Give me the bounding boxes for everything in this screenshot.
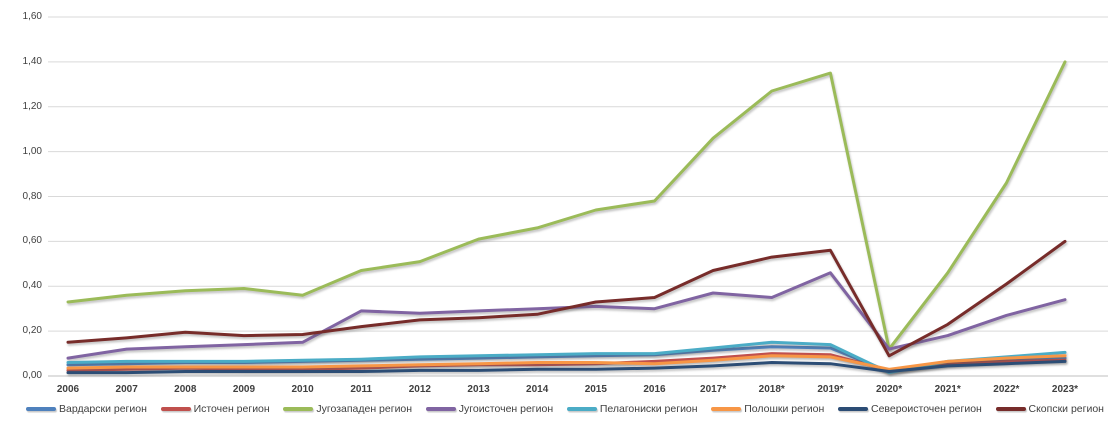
x-tick-label: 2012 bbox=[408, 384, 431, 395]
x-tick-label: 2007 bbox=[115, 384, 138, 395]
x-tick-label: 2020* bbox=[875, 384, 903, 395]
y-tick-label: 1,40 bbox=[22, 55, 42, 67]
y-tick-label: 0,40 bbox=[22, 280, 42, 292]
legend-label: Југоисточен регион bbox=[458, 403, 554, 415]
y-tick-label: 0,60 bbox=[22, 235, 42, 247]
x-tick-label: 2011 bbox=[350, 384, 373, 395]
legend-item: Скопски регион bbox=[995, 403, 1104, 415]
legend-item: Источен регион bbox=[160, 403, 270, 415]
legend-item: Југоисточен регион bbox=[425, 403, 554, 415]
legend-line-marker bbox=[26, 407, 56, 411]
legend-label: Североисточен регион bbox=[870, 403, 982, 415]
y-tick-label: 1,00 bbox=[22, 145, 42, 157]
y-tick-label: 0,80 bbox=[22, 190, 42, 202]
x-tick-label: 2015 bbox=[584, 384, 607, 395]
legend-item: Североисточен регион bbox=[837, 403, 982, 415]
y-tick-label: 1,60 bbox=[22, 11, 42, 22]
x-tick-label: 2017* bbox=[700, 384, 727, 395]
y-tick-label: 0,20 bbox=[22, 325, 42, 337]
legend-label: Пелагониски регион bbox=[599, 403, 698, 415]
legend: Вардарски регион Источен регион Југозападе… bbox=[26, 403, 1104, 415]
x-tick-label: 2006 bbox=[56, 384, 80, 395]
x-tick-label: 2022* bbox=[993, 384, 1020, 395]
x-tick-label: 2023* bbox=[1051, 384, 1079, 395]
legend-line-marker bbox=[283, 407, 314, 411]
x-tick-label: 2019* bbox=[817, 384, 844, 395]
x-tick-label: 2016 bbox=[643, 384, 666, 395]
legend-item: Пелагониски регион bbox=[566, 403, 698, 415]
series-line-североисточен-регион bbox=[66, 359, 1067, 375]
legend-line-marker bbox=[425, 407, 456, 411]
x-tick-label: 2009 bbox=[232, 384, 256, 395]
legend-label: Полошки регион bbox=[744, 403, 825, 415]
x-tick-label: 2018* bbox=[758, 384, 785, 395]
legend-label: Вардарски регион bbox=[59, 403, 147, 415]
legend-line-marker bbox=[566, 407, 597, 411]
legend-item: Вардарски регион bbox=[26, 403, 147, 415]
legend-line-marker bbox=[711, 407, 742, 411]
legend-label: Југозападен регион bbox=[316, 403, 413, 415]
x-tick-label: 2021* bbox=[934, 384, 961, 395]
x-tick-label: 2010 bbox=[291, 384, 314, 395]
legend-label: Скопски регион bbox=[1028, 403, 1104, 415]
x-tick-label: 2008 bbox=[174, 384, 197, 395]
series-line-југозападен-регион bbox=[66, 60, 1067, 351]
x-tick-label: 2013 bbox=[467, 384, 490, 395]
legend-line-marker bbox=[837, 407, 868, 411]
y-tick-label: 0,00 bbox=[22, 370, 42, 381]
legend-line-marker bbox=[995, 407, 1026, 411]
y-tick-label: 1,20 bbox=[22, 100, 42, 112]
x-tick-label: 2014 bbox=[526, 384, 549, 395]
series-line-полошки-регион bbox=[66, 354, 1067, 371]
legend-item: Полошки регион bbox=[711, 403, 824, 415]
legend-label: Источен регион bbox=[193, 403, 270, 415]
legend-item: Југозападен регион bbox=[283, 403, 412, 415]
series-line-скопски-регион bbox=[66, 239, 1067, 358]
legend-line-marker bbox=[160, 407, 191, 411]
